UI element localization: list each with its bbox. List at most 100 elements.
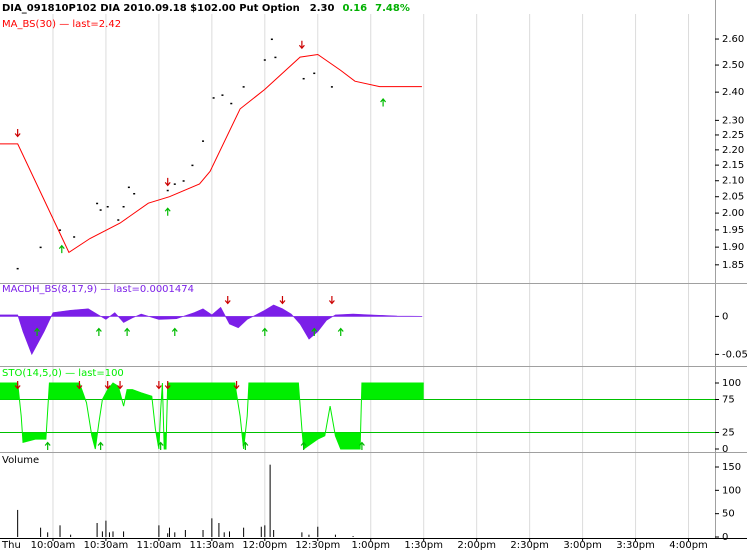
y-tick-label: 100: [722, 378, 741, 389]
volume-bar: [105, 520, 107, 537]
y-tick-label: -0.05: [722, 349, 747, 360]
y-tick-label: 0: [722, 311, 728, 322]
header-change: 0.16: [342, 3, 367, 14]
volume-bar: [352, 536, 354, 537]
volume-bar: [317, 526, 319, 537]
buy-arrow: [171, 327, 178, 336]
macd-histogram-area: [0, 304, 423, 356]
x-tick-label: 2:30pm: [510, 540, 549, 550]
y-tick-label: 0: [722, 532, 728, 543]
volume-bar: [202, 530, 204, 537]
sell-arrow: [117, 381, 124, 390]
y-tick-label: 2.25: [722, 130, 744, 141]
price-dot: [230, 102, 233, 105]
y-tick-label: 1.85: [722, 260, 744, 271]
header: DIA_091810P102 DIA 2010.09.18 $102.00 Pu…: [2, 3, 410, 14]
price-dot: [96, 202, 99, 205]
price-dot: [73, 236, 76, 238]
y-tick-label: 0: [722, 444, 728, 455]
legend-label: Volume: [2, 455, 39, 466]
buy-arrow: [311, 327, 318, 336]
price-dot: [313, 72, 316, 75]
volume-bar: [174, 532, 176, 537]
legend-label: STO(14,5,0) — last=100: [2, 368, 124, 379]
volume-bar: [334, 534, 336, 537]
x-tick-label: 10:00am: [31, 540, 76, 550]
buy-arrow: [95, 327, 102, 336]
sell-arrow: [279, 296, 286, 305]
buy-arrow: [242, 441, 249, 450]
price-dot: [263, 59, 266, 61]
volume-bar: [273, 530, 275, 537]
price-dot: [106, 205, 109, 208]
x-first-label: Thu: [1, 540, 21, 550]
x-tick-label: 4:00pm: [669, 540, 708, 550]
y-tick-label: 2.15: [722, 160, 744, 171]
y-tick-label: 2.30: [722, 115, 744, 126]
volume-bar: [301, 532, 303, 537]
price-dot: [59, 229, 62, 231]
volume-bar: [243, 527, 245, 537]
buy-arrow: [337, 327, 344, 336]
volume-bar: [40, 527, 42, 537]
volume-bar: [123, 531, 125, 537]
buy-arrow: [124, 327, 131, 336]
buy-arrow: [300, 441, 307, 450]
volume-bar: [101, 531, 103, 537]
sell-arrow: [14, 381, 21, 390]
price-dot: [330, 86, 333, 88]
price-dot: [122, 205, 125, 208]
volume-bar: [218, 523, 220, 537]
y-tick-label: 25: [722, 428, 735, 439]
buy-arrow: [261, 327, 268, 336]
grid: [52, 14, 690, 538]
legend-label: MACDH_BS(8,17,9) — last=0.0001474: [2, 284, 194, 295]
sell-arrow: [164, 381, 171, 390]
y-tick-label: 2.05: [722, 192, 744, 203]
price-dot: [16, 267, 19, 270]
sell-arrow: [155, 381, 162, 390]
buy-arrow: [97, 441, 104, 450]
x-tick-label: 3:30pm: [616, 540, 655, 550]
x-tick-label: 1:00pm: [351, 540, 390, 550]
header-price: 2.30: [310, 3, 335, 14]
x-tick-label: 11:30am: [190, 540, 235, 550]
volume-bar: [96, 523, 98, 537]
sell-arrow: [233, 381, 240, 390]
price-dot: [39, 246, 42, 249]
y-tick-label: 1.90: [722, 242, 744, 253]
sto-fill-lower: [0, 432, 424, 449]
x-tick-label: 12:00pm: [242, 540, 287, 550]
price-dot: [270, 38, 273, 41]
y-tick-label: 1.95: [722, 225, 744, 236]
volume-bar: [158, 525, 160, 537]
buy-arrow: [358, 441, 365, 450]
volume-bar: [59, 525, 61, 537]
buy-arrow: [44, 441, 51, 450]
buy-arrow: [34, 327, 41, 336]
volume-bar: [168, 527, 170, 537]
x-tick-label: 10:30am: [84, 540, 129, 550]
price-dot: [99, 209, 102, 211]
price-dot: [221, 94, 224, 96]
price-dot: [182, 180, 185, 182]
price-dot: [212, 97, 215, 99]
volume-bar: [112, 531, 114, 537]
sell-arrow: [14, 128, 21, 138]
y-tick-label: 150: [722, 462, 741, 473]
sell-arrow: [164, 177, 171, 187]
price-dot: [173, 183, 176, 185]
buy-arrow: [164, 207, 171, 216]
volume-bar: [184, 530, 186, 537]
y-tick-label: 75: [722, 395, 735, 406]
volume-bar: [229, 531, 231, 537]
x-tick-label: 11:00am: [137, 540, 182, 550]
header-title: DIA_091810P102 DIA 2010.09.18 $102.00 Pu…: [2, 3, 300, 14]
y-tick-label: 2.10: [722, 176, 744, 187]
y-tick-label: 100: [722, 485, 741, 496]
x-tick-label: 12:30pm: [295, 540, 340, 550]
legend-label: MA_BS(30) — last=2.42: [2, 19, 121, 30]
volume-bar: [308, 534, 310, 537]
price-dot: [274, 56, 277, 59]
